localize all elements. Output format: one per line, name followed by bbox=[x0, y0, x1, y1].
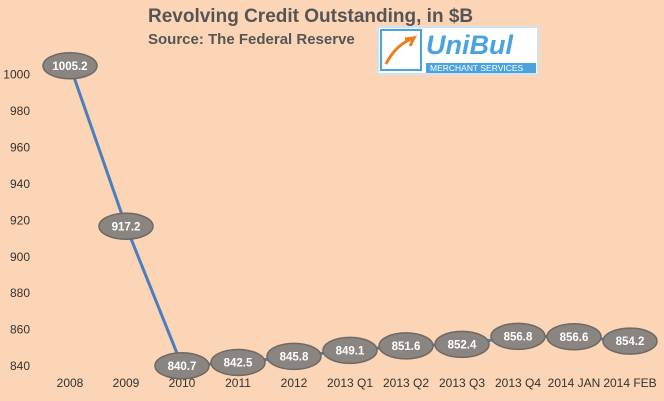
x-tick-label: 2013 Q2 bbox=[383, 376, 429, 390]
value-label: 856.6 bbox=[560, 332, 589, 344]
point-marker bbox=[42, 52, 98, 80]
logo-band bbox=[426, 63, 536, 73]
y-tick-label: 960 bbox=[10, 140, 30, 154]
point-marker bbox=[490, 322, 546, 351]
value-label: 849.1 bbox=[336, 345, 365, 357]
point-marker bbox=[378, 332, 434, 360]
point-marker bbox=[546, 322, 602, 351]
value-label: 854.2 bbox=[616, 336, 645, 348]
y-tick-label: 900 bbox=[10, 250, 30, 264]
x-tick-label: 2014 FEB bbox=[603, 376, 656, 390]
logo-swoosh bbox=[384, 35, 417, 65]
value-label: 851.6 bbox=[392, 341, 421, 353]
point-marker bbox=[602, 327, 658, 355]
value-label: 1005.2 bbox=[52, 61, 87, 73]
y-tick-label: 880 bbox=[10, 286, 30, 300]
x-tick-label: 2009 bbox=[113, 376, 140, 390]
y-tick-label: 980 bbox=[10, 104, 30, 118]
x-tick-label: 2011 bbox=[225, 376, 251, 390]
logo-name: UniBul bbox=[426, 30, 513, 60]
point-marker bbox=[98, 212, 154, 240]
value-label: 840.7 bbox=[168, 361, 197, 373]
point-marker bbox=[322, 336, 378, 365]
logo-tagline: MERCHANT SERVICES bbox=[430, 63, 524, 73]
point-marker bbox=[210, 348, 266, 377]
y-tick-label: 840 bbox=[10, 359, 30, 373]
y-tick-label: 940 bbox=[10, 177, 30, 191]
value-label: 845.8 bbox=[280, 351, 309, 363]
x-tick-label: 2008 bbox=[57, 376, 84, 390]
point-marker bbox=[154, 351, 210, 380]
value-label: 917.2 bbox=[112, 221, 141, 233]
x-tick-label: 2012 bbox=[281, 376, 308, 390]
x-tick-label: 2013 Q3 bbox=[439, 376, 485, 390]
x-tick-label: 2013 Q1 bbox=[327, 376, 373, 390]
value-label: 842.5 bbox=[224, 357, 253, 369]
point-marker bbox=[266, 342, 322, 371]
point-marker bbox=[434, 330, 490, 359]
y-tick-label: 860 bbox=[10, 323, 30, 337]
y-tick-label: 920 bbox=[10, 213, 30, 227]
x-tick-label: 2013 Q4 bbox=[495, 376, 541, 390]
chart-title: Revolving Credit Outstanding, in $B bbox=[148, 6, 473, 27]
chart-subtitle: Source: The Federal Reserve bbox=[148, 31, 355, 48]
y-tick-label: 1000 bbox=[3, 67, 30, 81]
value-label: 852.4 bbox=[448, 339, 477, 351]
x-tick-label: 2014 JAN bbox=[548, 376, 601, 390]
logo: UniBul MERCHANT SERVICES bbox=[377, 26, 539, 75]
value-label: 856.8 bbox=[504, 331, 533, 343]
x-tick-label: 2010 bbox=[169, 376, 196, 390]
